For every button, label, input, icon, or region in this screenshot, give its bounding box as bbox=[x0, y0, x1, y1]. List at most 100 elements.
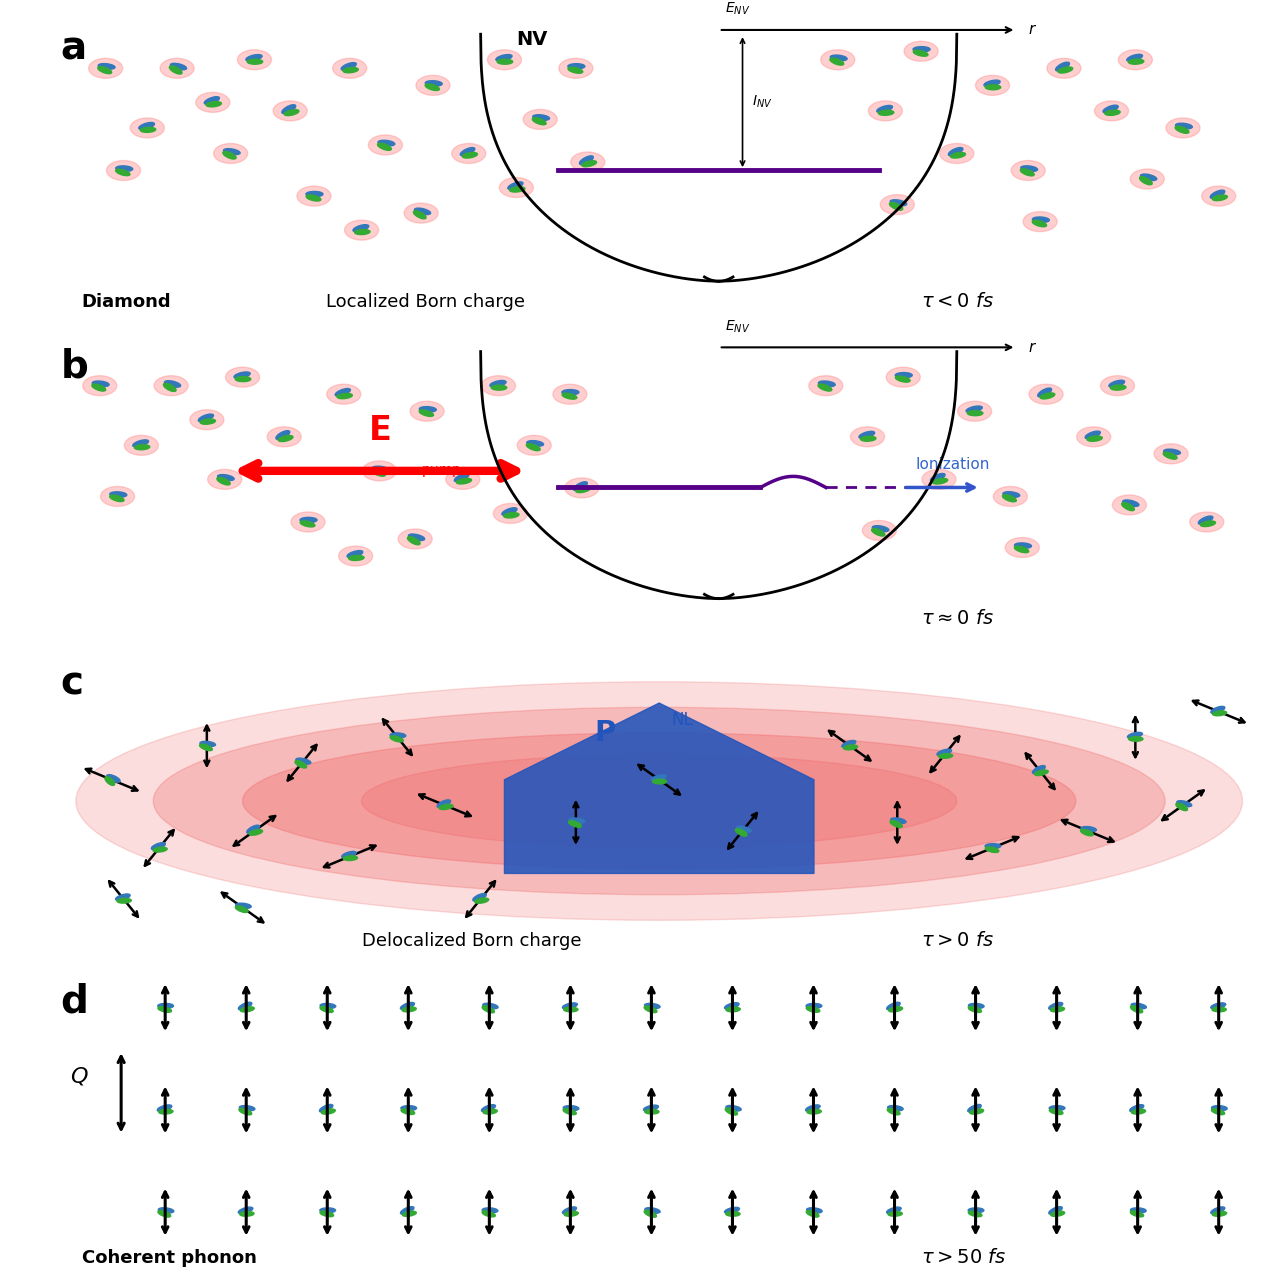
Ellipse shape bbox=[200, 744, 212, 750]
Ellipse shape bbox=[1002, 495, 1016, 502]
Ellipse shape bbox=[320, 1004, 335, 1009]
Ellipse shape bbox=[425, 84, 439, 90]
Ellipse shape bbox=[860, 436, 876, 441]
Ellipse shape bbox=[164, 383, 177, 392]
Ellipse shape bbox=[863, 520, 896, 541]
Ellipse shape bbox=[969, 1212, 982, 1217]
Text: Delocalized Born charge: Delocalized Born charge bbox=[362, 932, 581, 950]
Ellipse shape bbox=[347, 550, 362, 558]
Ellipse shape bbox=[353, 225, 369, 231]
Ellipse shape bbox=[968, 1208, 984, 1213]
Text: Coherent phonon: Coherent phonon bbox=[82, 1249, 257, 1267]
Ellipse shape bbox=[320, 1208, 335, 1213]
Ellipse shape bbox=[563, 1109, 576, 1114]
Ellipse shape bbox=[239, 1105, 255, 1110]
Ellipse shape bbox=[452, 144, 485, 163]
Ellipse shape bbox=[483, 1004, 498, 1009]
Ellipse shape bbox=[92, 380, 109, 387]
Ellipse shape bbox=[189, 410, 224, 429]
Ellipse shape bbox=[115, 166, 133, 171]
Ellipse shape bbox=[301, 520, 315, 527]
Ellipse shape bbox=[413, 211, 426, 218]
Ellipse shape bbox=[154, 707, 1165, 894]
Ellipse shape bbox=[1190, 511, 1224, 532]
Ellipse shape bbox=[1130, 1210, 1143, 1217]
Ellipse shape bbox=[481, 1105, 495, 1112]
Ellipse shape bbox=[904, 41, 938, 62]
Ellipse shape bbox=[157, 1006, 172, 1013]
Text: $\tau \approx 0$ fs: $\tau \approx 0$ fs bbox=[922, 609, 995, 628]
Ellipse shape bbox=[454, 473, 468, 482]
Ellipse shape bbox=[398, 529, 433, 549]
Text: $\tau > 50$ fs: $\tau > 50$ fs bbox=[922, 1249, 1006, 1267]
Ellipse shape bbox=[1032, 220, 1047, 226]
Ellipse shape bbox=[1011, 161, 1046, 180]
Text: $I_{NV}$: $I_{NV}$ bbox=[753, 94, 773, 111]
Ellipse shape bbox=[553, 384, 588, 405]
Ellipse shape bbox=[1029, 384, 1064, 405]
Ellipse shape bbox=[238, 1002, 252, 1010]
Ellipse shape bbox=[968, 1104, 982, 1112]
Ellipse shape bbox=[931, 473, 945, 482]
Ellipse shape bbox=[842, 740, 856, 748]
Ellipse shape bbox=[986, 85, 1001, 90]
Ellipse shape bbox=[404, 203, 438, 224]
Ellipse shape bbox=[97, 67, 111, 73]
Ellipse shape bbox=[92, 384, 106, 391]
Text: NV: NV bbox=[516, 30, 548, 49]
Ellipse shape bbox=[337, 393, 352, 398]
Ellipse shape bbox=[362, 754, 957, 848]
Ellipse shape bbox=[124, 436, 159, 455]
Ellipse shape bbox=[563, 1105, 579, 1110]
Ellipse shape bbox=[1048, 1002, 1062, 1010]
Ellipse shape bbox=[957, 401, 992, 421]
Ellipse shape bbox=[76, 682, 1243, 920]
Ellipse shape bbox=[141, 127, 156, 132]
Ellipse shape bbox=[645, 1109, 659, 1114]
Ellipse shape bbox=[169, 66, 182, 75]
Ellipse shape bbox=[1050, 1105, 1065, 1110]
Ellipse shape bbox=[559, 58, 593, 78]
Ellipse shape bbox=[1211, 1109, 1225, 1114]
Ellipse shape bbox=[913, 46, 931, 51]
Ellipse shape bbox=[1023, 212, 1057, 231]
Ellipse shape bbox=[1139, 177, 1152, 185]
Ellipse shape bbox=[806, 1006, 820, 1013]
Text: $\tau > 0$ fs: $\tau > 0$ fs bbox=[922, 932, 995, 950]
Ellipse shape bbox=[475, 898, 489, 903]
Ellipse shape bbox=[320, 1212, 334, 1217]
Ellipse shape bbox=[497, 59, 513, 64]
Text: Localized Born charge: Localized Born charge bbox=[326, 293, 525, 311]
Ellipse shape bbox=[831, 55, 847, 60]
Ellipse shape bbox=[1080, 826, 1097, 831]
Ellipse shape bbox=[439, 804, 453, 810]
Ellipse shape bbox=[820, 50, 855, 69]
Ellipse shape bbox=[321, 1109, 335, 1114]
Ellipse shape bbox=[401, 1105, 416, 1110]
Ellipse shape bbox=[1041, 393, 1055, 398]
Ellipse shape bbox=[1198, 517, 1213, 524]
Ellipse shape bbox=[276, 430, 289, 439]
Ellipse shape bbox=[138, 122, 155, 130]
Ellipse shape bbox=[938, 753, 952, 758]
Ellipse shape bbox=[115, 894, 131, 901]
Ellipse shape bbox=[736, 826, 751, 833]
Ellipse shape bbox=[1076, 427, 1111, 447]
Ellipse shape bbox=[1201, 520, 1216, 527]
Ellipse shape bbox=[896, 377, 910, 382]
Ellipse shape bbox=[401, 1002, 415, 1010]
Ellipse shape bbox=[968, 411, 983, 415]
Ellipse shape bbox=[1175, 123, 1193, 128]
Ellipse shape bbox=[1211, 1207, 1225, 1214]
Text: $E_{NV}$: $E_{NV}$ bbox=[724, 319, 750, 334]
Ellipse shape bbox=[1164, 450, 1180, 455]
Text: $\mathbf{E}$: $\mathbf{E}$ bbox=[369, 414, 390, 447]
Ellipse shape bbox=[1130, 170, 1165, 189]
Ellipse shape bbox=[645, 1208, 660, 1213]
Ellipse shape bbox=[483, 1109, 497, 1114]
Ellipse shape bbox=[568, 64, 585, 69]
Ellipse shape bbox=[887, 1109, 900, 1115]
Ellipse shape bbox=[809, 375, 842, 396]
Ellipse shape bbox=[320, 1104, 333, 1112]
Ellipse shape bbox=[159, 1109, 173, 1114]
